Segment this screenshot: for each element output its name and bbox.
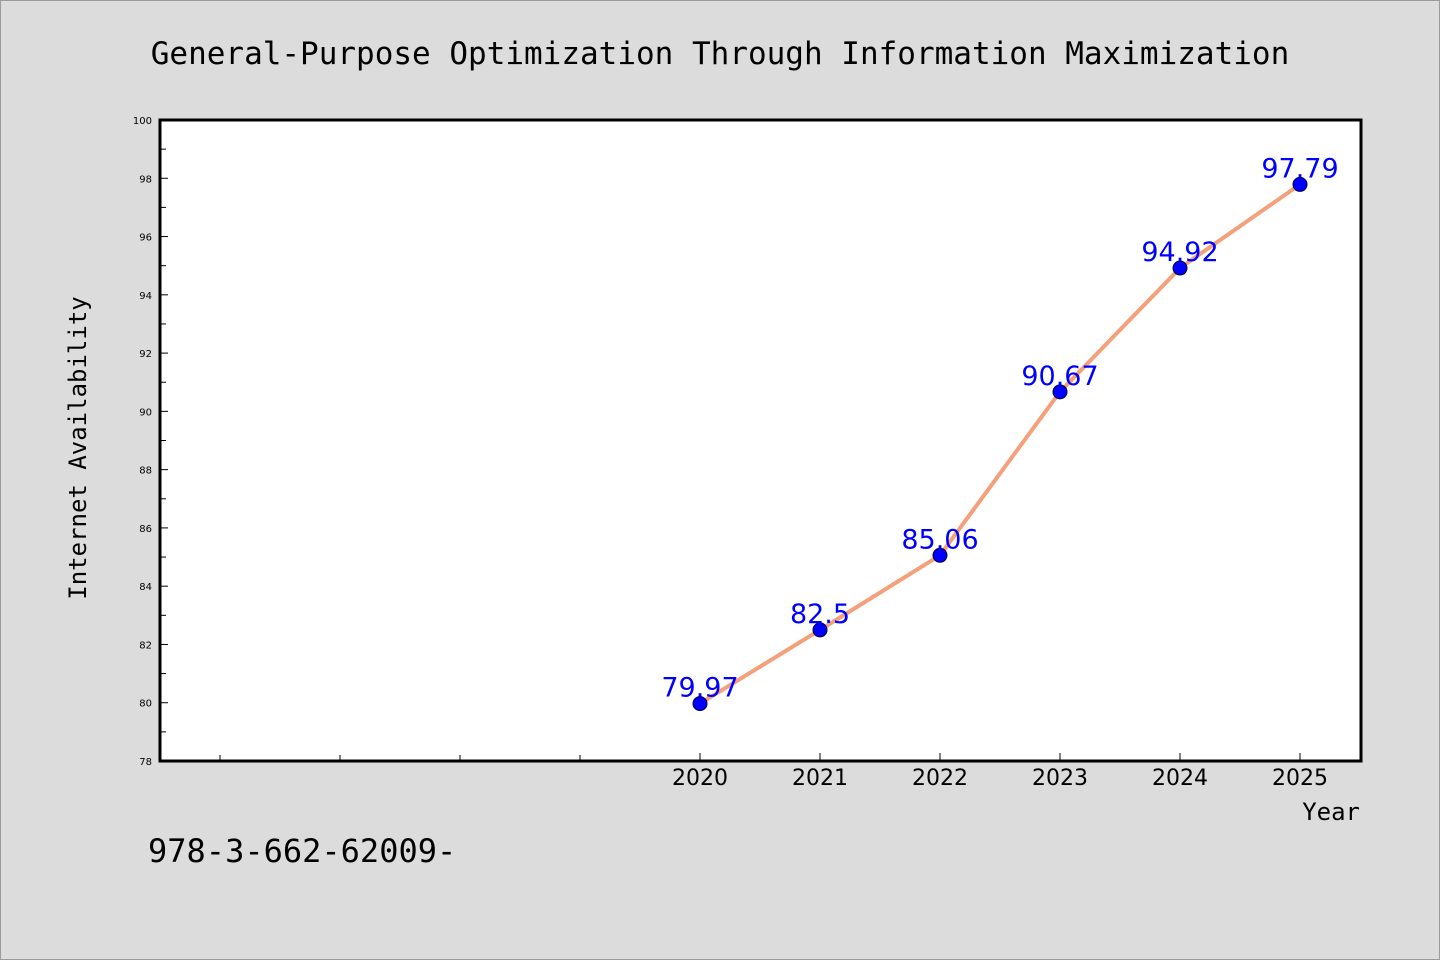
plot-area: [158, 118, 1363, 763]
y-tick-label: 82: [139, 640, 152, 651]
y-tick-label: 94: [139, 291, 152, 302]
x-tick-label: 2021: [792, 766, 848, 791]
data-point: [1292, 176, 1308, 192]
x-tick-label: 2025: [1272, 766, 1328, 791]
data-point: [692, 696, 708, 712]
y-tick-label: 88: [139, 466, 152, 477]
data-label: 82.5: [790, 599, 850, 630]
x-axis: 2020 2021 2022 2023 2024 2025: [219, 753, 1328, 791]
x-tick-label: 2022: [912, 766, 968, 791]
y-tick-label: 96: [139, 233, 152, 244]
chart-title: General-Purpose Optimization Through Inf…: [151, 36, 1289, 72]
series-group: 79.97 82.5 85.06 90.67 94.92 97.79: [661, 153, 1339, 712]
series-line: [698, 182, 1302, 706]
x-axis-label: Year: [1302, 798, 1360, 826]
y-tick-label: 90: [139, 407, 152, 418]
data-label: 97.79: [1261, 153, 1338, 184]
x-tick-label: 2023: [1032, 766, 1088, 791]
data-point: [1052, 384, 1068, 400]
y-tick-label: 98: [139, 174, 152, 185]
y-tick-label: 78: [139, 757, 152, 768]
data-label: 79.97: [661, 673, 738, 704]
y-tick-label: 84: [139, 582, 152, 593]
y-axis-label: Internet Availability: [64, 296, 92, 599]
y-tick-label: 100: [133, 116, 152, 127]
y-axis: 78 80 82 84 86 88 90 92 94 96 98 100: [133, 116, 168, 768]
data-point: [932, 547, 948, 563]
x-tick-label: 2024: [1152, 766, 1208, 791]
footer-text: 978-3-662-62009-: [148, 832, 457, 870]
data-label: 90.67: [1021, 361, 1098, 392]
y-tick-label: 80: [139, 699, 152, 710]
y-tick-label: 86: [139, 524, 152, 535]
data-point: [1172, 260, 1188, 276]
y-tick-label: 92: [139, 349, 152, 360]
data-point: [812, 622, 828, 638]
data-label: 94.92: [1141, 237, 1218, 268]
x-tick-label: 2020: [672, 766, 728, 791]
data-label: 85.06: [901, 524, 978, 555]
